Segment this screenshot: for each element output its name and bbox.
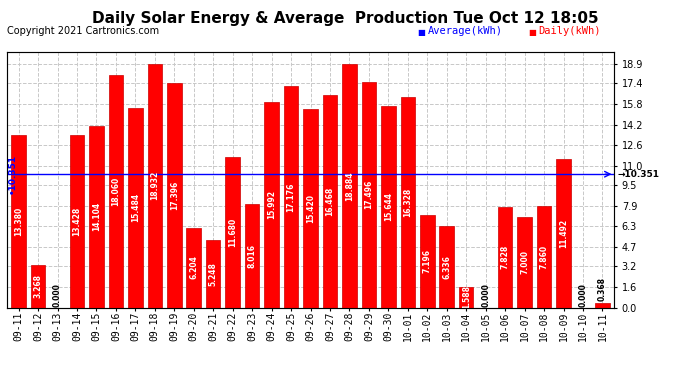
Bar — [400, 97, 415, 308]
Text: 13.428: 13.428 — [72, 206, 81, 236]
Text: 7.860: 7.860 — [540, 245, 549, 269]
Text: Average(kWh): Average(kWh) — [428, 26, 503, 36]
Text: 15.644: 15.644 — [384, 192, 393, 221]
Bar — [537, 206, 551, 308]
Bar — [108, 75, 124, 307]
Text: 0.368: 0.368 — [598, 277, 607, 301]
Text: 16.468: 16.468 — [326, 187, 335, 216]
Text: 17.396: 17.396 — [170, 181, 179, 210]
Text: 18.932: 18.932 — [150, 171, 159, 200]
Bar — [497, 207, 513, 308]
Text: 15.992: 15.992 — [267, 190, 276, 219]
Text: •10.351: •10.351 — [8, 154, 17, 194]
Text: 17.496: 17.496 — [364, 180, 373, 210]
Text: 5.248: 5.248 — [208, 262, 217, 286]
Bar — [31, 266, 46, 308]
Text: 11.680: 11.680 — [228, 217, 237, 247]
Bar — [89, 126, 104, 308]
Text: 3.268: 3.268 — [34, 274, 43, 298]
Bar — [595, 303, 610, 307]
Text: 15.420: 15.420 — [306, 194, 315, 223]
Bar — [167, 84, 181, 308]
Text: 0.000: 0.000 — [53, 283, 62, 307]
Text: 17.176: 17.176 — [286, 182, 295, 212]
Text: 18.060: 18.060 — [111, 177, 120, 206]
Text: 7.000: 7.000 — [520, 251, 529, 274]
Bar — [362, 82, 376, 308]
Bar — [303, 109, 318, 308]
Bar — [284, 86, 298, 308]
Text: 1.588: 1.588 — [462, 285, 471, 309]
Text: 7.828: 7.828 — [501, 245, 510, 269]
Bar — [128, 108, 143, 308]
Text: 8.016: 8.016 — [248, 244, 257, 268]
Text: Daily Solar Energy & Average  Production Tue Oct 12 18:05: Daily Solar Energy & Average Production … — [92, 11, 598, 26]
Text: Copyright 2021 Cartronics.com: Copyright 2021 Cartronics.com — [7, 26, 159, 36]
Text: ■: ■ — [417, 28, 425, 37]
Bar — [459, 287, 473, 308]
Bar — [226, 157, 240, 308]
Bar — [70, 135, 84, 308]
Bar — [11, 135, 26, 308]
Bar — [342, 64, 357, 308]
Bar — [381, 106, 395, 307]
Text: 7.196: 7.196 — [423, 249, 432, 273]
Text: 16.328: 16.328 — [404, 188, 413, 217]
Text: 18.884: 18.884 — [345, 171, 354, 201]
Bar — [148, 64, 162, 308]
Bar — [440, 226, 454, 308]
Text: 6.336: 6.336 — [442, 255, 451, 279]
Text: 6.204: 6.204 — [189, 256, 198, 279]
Text: 13.380: 13.380 — [14, 207, 23, 236]
Bar — [518, 217, 532, 308]
Text: 0.000: 0.000 — [481, 283, 490, 307]
Bar — [206, 240, 221, 308]
Text: 14.104: 14.104 — [92, 202, 101, 231]
Text: →10.351: →10.351 — [617, 170, 659, 179]
Text: 11.492: 11.492 — [559, 219, 568, 248]
Bar — [556, 159, 571, 308]
Bar — [323, 95, 337, 308]
Text: Daily(kWh): Daily(kWh) — [538, 26, 601, 36]
Text: 0.000: 0.000 — [578, 283, 587, 307]
Bar — [264, 102, 279, 308]
Bar — [245, 204, 259, 308]
Text: ■: ■ — [528, 28, 535, 37]
Text: 15.484: 15.484 — [131, 193, 140, 222]
Bar — [420, 215, 435, 308]
Bar — [186, 228, 201, 308]
